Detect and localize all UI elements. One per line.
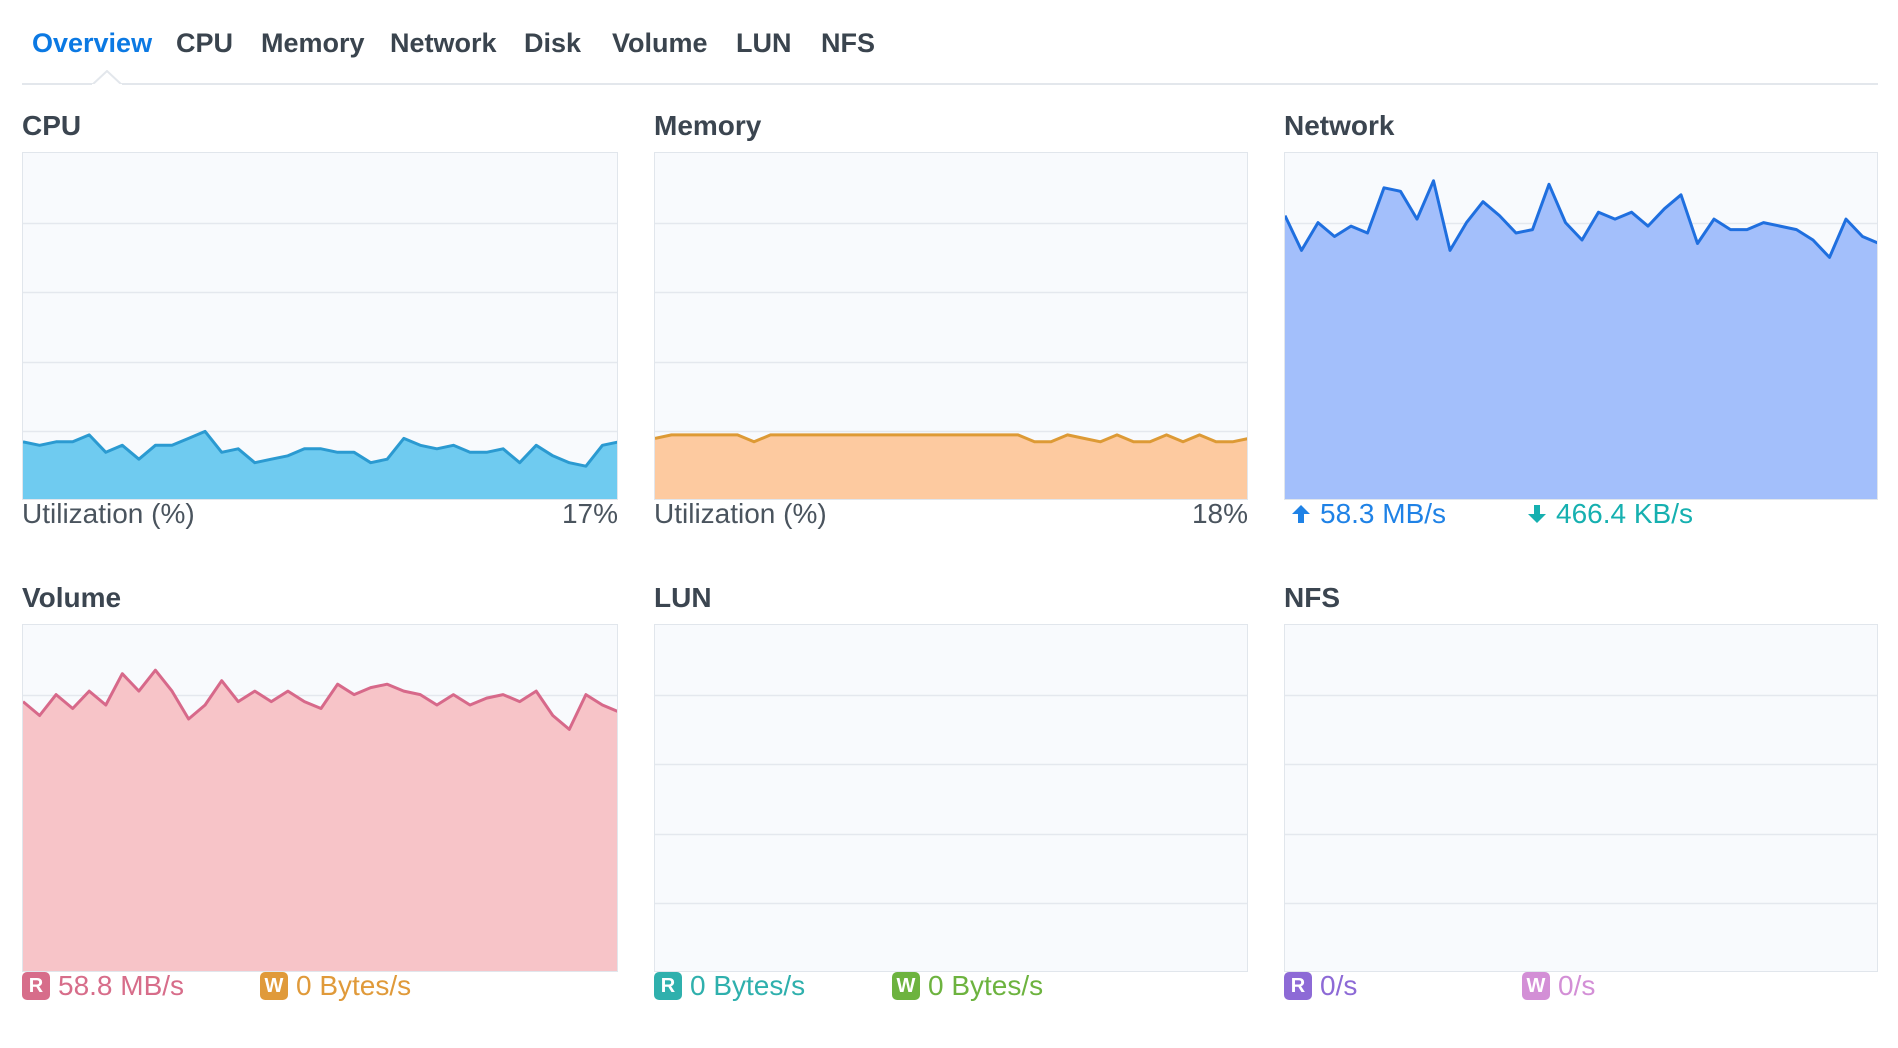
cpu-chart[interactable] (22, 152, 618, 500)
volume-area-chart (23, 668, 617, 971)
read-badge-icon: R (654, 972, 682, 1000)
memory-footer: Utilization (%) 18% (654, 498, 1248, 538)
series-line (1285, 179, 1877, 259)
memory-area-chart (655, 222, 1247, 499)
write-badge-icon: W (260, 972, 288, 1000)
utilization-value: 18% (1191, 498, 1248, 529)
tab-bar: Overview CPU Memory Network Disk Volume … (22, 0, 1878, 86)
upload-rate: 58.3 MB/s (1320, 498, 1447, 529)
nfs-chart[interactable] (1284, 624, 1878, 972)
panel-title: Volume (22, 582, 122, 613)
volume-footer: R 58.8 MB/s W 0 Bytes/s (22, 970, 618, 1010)
nfs-footer: R 0/s W 0/s (1284, 970, 1878, 1010)
read-rate: 0 Bytes/s (690, 970, 806, 1001)
memory-panel: Memory Utilization (%) 18% (654, 110, 1248, 550)
tab-memory[interactable]: Memory (261, 28, 365, 58)
volume-panel: Volume R 58.8 MB/s W 0 Bytes/s (22, 582, 618, 1022)
network-area-chart (1285, 179, 1877, 499)
read-stat: R 0/s (1284, 970, 1357, 1002)
tab-overview[interactable]: Overview (32, 28, 153, 58)
panel-title: CPU (22, 110, 82, 141)
lun-panel: LUN R 0 Bytes/s W 0 Bytes/s (654, 582, 1248, 1022)
read-stat: R 58.8 MB/s (22, 970, 184, 1002)
download-arrow-icon (1528, 505, 1546, 523)
memory-chart[interactable] (654, 152, 1248, 500)
cpu-panel: CPU Utilization (%) 17% (22, 110, 618, 550)
write-rate: 0/s (1558, 970, 1596, 1001)
tab-divider (22, 83, 1878, 85)
write-badge-icon: W (892, 972, 920, 1000)
tab-network[interactable]: Network (390, 28, 497, 58)
read-rate: 58.8 MB/s (58, 970, 185, 1001)
write-stat: W 0 Bytes/s (892, 970, 1043, 1002)
series-line (655, 433, 1247, 444)
tab-disk[interactable]: Disk (524, 28, 582, 58)
lun-area-chart (655, 694, 1247, 905)
lun-footer: R 0 Bytes/s W 0 Bytes/s (654, 970, 1248, 1010)
read-badge-icon: R (1284, 972, 1312, 1000)
cpu-footer: Utilization (%) 17% (22, 498, 618, 538)
cpu-area-chart (23, 222, 617, 499)
series-area (23, 431, 617, 499)
read-rate: 0/s (1320, 970, 1358, 1001)
series-area (1285, 180, 1877, 499)
panel-title: Network (1284, 110, 1395, 141)
series-area (23, 670, 617, 971)
nfs-area-chart (1285, 694, 1877, 905)
network-chart[interactable] (1284, 152, 1878, 500)
tab-cpu[interactable]: CPU (176, 28, 234, 58)
tab-volume[interactable]: Volume (612, 28, 708, 58)
read-badge-icon: R (22, 972, 50, 1000)
lun-chart[interactable] (654, 624, 1248, 972)
nfs-panel: NFS R 0/s W 0/s (1284, 582, 1878, 1022)
utilization-label: Utilization (%) (22, 498, 195, 529)
series-area (655, 434, 1247, 499)
read-stat: R 0 Bytes/s (654, 970, 805, 1002)
write-rate: 0 Bytes/s (928, 970, 1044, 1001)
network-panel: Network 58.3 MB/s 466.4 KB/s (1284, 110, 1878, 550)
tab-nfs[interactable]: NFS (821, 28, 875, 58)
series-line (23, 668, 617, 731)
network-footer: 58.3 MB/s 466.4 KB/s (1284, 498, 1878, 538)
panel-title: NFS (1284, 582, 1340, 613)
write-badge-icon: W (1522, 972, 1550, 1000)
write-rate: 0 Bytes/s (296, 970, 412, 1001)
upload-arrow-icon (1292, 505, 1310, 523)
panel-title: LUN (654, 582, 712, 613)
write-stat: W 0 Bytes/s (260, 970, 411, 1002)
panel-title: Memory (654, 110, 762, 141)
utilization-value: 17% (561, 498, 618, 529)
active-tab-indicator-icon (92, 70, 122, 86)
utilization-label: Utilization (%) (654, 498, 827, 529)
tab-lun[interactable]: LUN (736, 28, 792, 58)
volume-chart[interactable] (22, 624, 618, 972)
series-line (23, 429, 617, 468)
upload-stat: 58.3 MB/s (1290, 498, 1446, 530)
write-stat: W 0/s (1522, 970, 1595, 1002)
download-stat: 466.4 KB/s (1526, 498, 1693, 530)
download-rate: 466.4 KB/s (1556, 498, 1693, 529)
